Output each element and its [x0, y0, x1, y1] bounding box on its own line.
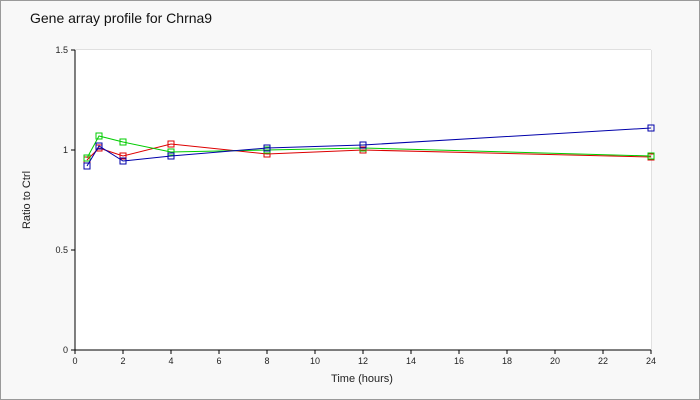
x-tick-label: 6 [216, 356, 221, 366]
x-tick-label: 12 [358, 356, 368, 366]
series-2-point [95, 132, 103, 140]
series-3-point [95, 142, 103, 150]
series-1-point [167, 140, 175, 148]
series-2-point [119, 138, 127, 146]
y-tick-label: 1.5 [55, 45, 68, 55]
x-tick-label: 22 [598, 356, 608, 366]
series-3-point [167, 152, 175, 160]
axes [71, 49, 652, 354]
plot-area [75, 50, 651, 350]
y-tick-label: 1 [63, 145, 68, 155]
x-tick-label: 10 [310, 356, 320, 366]
x-tick-label: 2 [120, 356, 125, 366]
series-line-1 [86, 143, 652, 161]
series-2-point [83, 154, 91, 162]
x-tick-label: 8 [264, 356, 269, 366]
x-tick-label: 4 [168, 356, 173, 366]
y-tick-label: 0.5 [55, 245, 68, 255]
series-3-point [647, 124, 655, 132]
x-tick-label: 18 [502, 356, 512, 366]
x-tick-label: 24 [646, 356, 656, 366]
series-3-point [119, 157, 127, 165]
chart-title: Gene array profile for Chrna9 [30, 10, 213, 26]
y-tick-label: 0 [63, 345, 68, 355]
x-tick-label: 14 [406, 356, 416, 366]
x-tick-label: 0 [72, 356, 77, 366]
series-2-point [167, 148, 175, 156]
x-tick-label: 16 [454, 356, 464, 366]
x-axis-label: Time (hours) [331, 373, 393, 385]
series-1-point [119, 152, 127, 160]
series-group [83, 124, 655, 170]
series-3-point [359, 141, 367, 149]
series-2-point [647, 152, 655, 160]
series-3-point [83, 162, 91, 170]
series-line-3 [86, 127, 652, 167]
x-tick-label: 20 [550, 356, 560, 366]
series-3-point [263, 144, 271, 152]
